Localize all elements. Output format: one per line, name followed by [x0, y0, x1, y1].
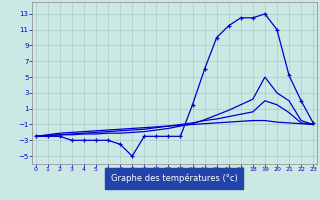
X-axis label: Graphe des températures (°c): Graphe des températures (°c): [111, 174, 238, 183]
